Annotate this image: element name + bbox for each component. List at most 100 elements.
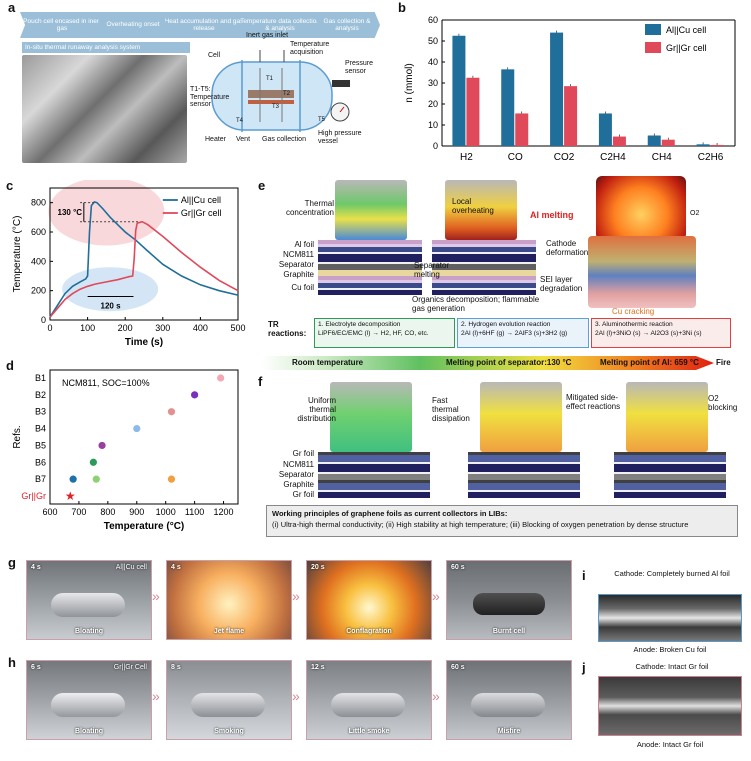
x-tick-label: CH4	[652, 152, 672, 163]
reaction-2-title: 2. Hydrogen evolution reaction	[461, 321, 551, 328]
g-frame-2-caption: Jet flame	[213, 628, 245, 635]
h-frame-3: 12 s Little smoke	[306, 660, 432, 740]
chevron-right-icon: »	[432, 688, 440, 704]
data-point	[89, 458, 97, 466]
f-label-uniform: Uniform thermal distribution	[297, 396, 336, 423]
x-tick-label: 1100	[185, 507, 204, 517]
legend-label: Gr||Gr cell	[666, 43, 707, 53]
legend-swatch	[645, 42, 661, 53]
bar	[466, 77, 480, 146]
reaction-box-2: 2. Hydrogen evolution reaction 2Al (l)+6…	[457, 318, 589, 348]
data-point-star: ★	[65, 489, 76, 503]
chevron-right-icon: »	[292, 588, 300, 604]
x-tick-label: 300	[155, 323, 170, 333]
panel-label-i: i	[582, 568, 586, 583]
y-tick-label: 60	[428, 15, 438, 25]
label-t5: T5	[318, 117, 326, 123]
data-point	[167, 475, 176, 483]
f-label-gr-foil-top: Gr foil	[292, 449, 314, 458]
e-label-al-melting: Al melting	[530, 210, 574, 220]
y-tick-label: 0	[41, 315, 46, 325]
e-label-sei: SEI layer degradation	[540, 275, 583, 293]
g-frame-1-caption: Bloating	[75, 628, 103, 635]
label-vent: Vent	[236, 136, 251, 143]
g-frame-1: 4 s Al||Cu cell Bloating	[26, 560, 152, 640]
panel-label-g: g	[8, 555, 16, 570]
principles-text: (i) Ultra-high thermal conductivity; (ii…	[272, 519, 689, 529]
h-frame-3-caption: Little smoke	[348, 728, 390, 735]
plot-frame	[49, 187, 239, 321]
f-label-fast: Fast thermal dissipation	[432, 396, 470, 423]
chevron-right-icon: »	[432, 588, 440, 604]
f-cell1-heatmap	[330, 382, 412, 452]
chevron-right-icon: »	[152, 688, 160, 704]
f-label-mitigated: Mitigated side-effect reactions	[566, 393, 621, 411]
x-tick-label: 1000	[156, 507, 176, 517]
panel-label-e: e	[258, 178, 266, 193]
bar	[612, 136, 626, 146]
y-tick-label: B1	[35, 373, 46, 383]
g-frame-3-caption: Conflagration	[346, 628, 392, 635]
reaction-1-equation: LiPF6/EC/EMC (l) → H2, HF, CO, etc.	[318, 329, 429, 337]
reaction-3-equation: 2Al (l)+3NiO (s) → Al2O3 (s)+3Ni (s)	[595, 329, 702, 337]
f-label-graphite: Graphite	[283, 480, 314, 489]
series-line	[49, 200, 239, 318]
x-tick-label: 400	[193, 323, 208, 333]
data-point	[167, 408, 176, 416]
x-axis-label: Temperature (°C)	[104, 521, 185, 532]
bar	[696, 144, 710, 146]
label-cell: Cell	[208, 52, 221, 59]
onset-temperature-chart: 600 700 800 900 1000 1100 1200 B1 B2 B3 B4 B5 B6 B7 Gr…	[12, 369, 239, 532]
scale-sep: Melting point of separator:130 °C	[446, 358, 572, 367]
label-t3: T3	[272, 104, 280, 110]
e-cell3-fire	[596, 176, 686, 240]
label-hp-vessel: High pressure vessel	[318, 130, 362, 145]
g-burnt-pouch	[473, 593, 545, 615]
e-label-al-foil: Al foil	[294, 240, 314, 249]
h-frame-4-caption: Misfire	[497, 728, 521, 735]
h-pouch-2	[191, 693, 265, 717]
e-cell2-heatmap	[445, 180, 517, 240]
x-tick-label: 600	[42, 507, 57, 517]
reaction-box-1: 1. Electrolyte decomposition LiPF6/EC/EM…	[314, 318, 455, 348]
data-point	[92, 475, 100, 483]
x-tick-label: H2	[460, 152, 473, 163]
j-cathode-label: Cathode: Intact Gr foil	[635, 662, 709, 671]
i-foil-photo	[598, 594, 742, 642]
chart-subtitle: NCM811, SOC=100%	[62, 378, 150, 388]
y-tick-label: B2	[35, 390, 46, 400]
g-frame-3-time: 20 s	[311, 564, 325, 571]
y-axis-label: n (mmol)	[404, 63, 415, 102]
principles-box: Working principles of graphene foils as …	[266, 505, 738, 537]
plot-frame	[49, 369, 239, 505]
series-line	[49, 220, 239, 318]
e-label-organics: Organics decomposition; flammable gas ge…	[412, 295, 540, 313]
flow-step-2: Overheating onset	[96, 12, 170, 38]
temperature-scale-arrow	[262, 356, 714, 370]
h-pouch-4	[471, 693, 545, 717]
y-tick-label: B6	[35, 457, 46, 467]
annotation-delta-t: 130 °C	[58, 208, 83, 217]
e-label-thermal-conc: Thermal concentration	[285, 199, 334, 217]
f-label-gr-foil-bottom: Gr foil	[292, 490, 314, 499]
system-label: In-situ thermal runaway analysis system	[22, 42, 190, 53]
panel-label-h: h	[8, 655, 16, 670]
e-label-cu-cracking: Cu cracking	[612, 307, 655, 316]
h-frame-4-time: 60 s	[451, 664, 465, 671]
panel-label-d: d	[6, 358, 14, 373]
x-tick-label: 700	[71, 507, 86, 517]
y-tick-label: 40	[428, 57, 438, 67]
bar	[647, 135, 661, 146]
y-tick-label: 20	[428, 99, 438, 109]
data-point	[133, 424, 141, 433]
f-label-o2-blocking: O2 blocking	[708, 394, 738, 412]
label-heater: Heater	[205, 136, 227, 143]
h-cell-label: Gr||Gr Cell	[113, 664, 147, 671]
g-frame-1-time: 4 s	[31, 564, 41, 571]
legend-swatch	[645, 24, 661, 35]
y-tick-label: 30	[428, 78, 438, 88]
f-label-ncm811: NCM811	[283, 460, 314, 469]
label-temp-sensor: T1-T5: Temperature sensor	[190, 86, 230, 109]
x-tick-label: 800	[100, 507, 115, 517]
y-tick-label: 10	[428, 120, 438, 130]
